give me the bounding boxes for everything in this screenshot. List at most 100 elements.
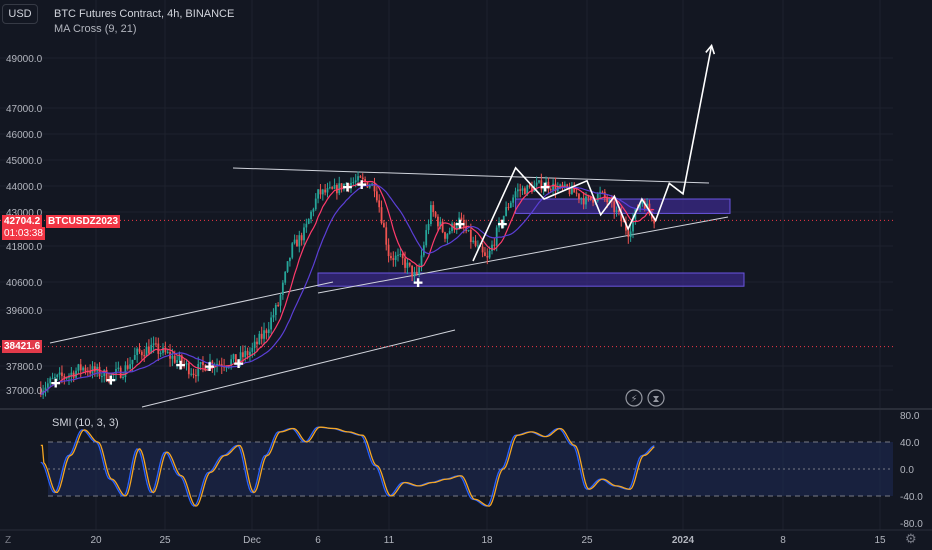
- candle-body: [307, 218, 310, 224]
- candle-body: [458, 217, 460, 227]
- hourglass-icon-glyph: ⧗: [652, 394, 659, 405]
- candle-body: [498, 221, 500, 228]
- candle-body: [559, 184, 562, 188]
- candle-body: [514, 191, 517, 198]
- candle-body: [249, 351, 251, 356]
- candle-body: [484, 252, 486, 256]
- candle-body: [469, 229, 472, 242]
- ma-cross-marker: ✚: [497, 218, 507, 232]
- ma-fast-line: [40, 180, 655, 396]
- candle-body: [472, 240, 475, 242]
- candle-body: [641, 201, 644, 205]
- candle-body: [373, 183, 376, 192]
- time-tick-label: 20: [90, 535, 102, 546]
- candle-body: [392, 258, 395, 260]
- candle-body: [589, 197, 592, 200]
- support-zones: [317, 198, 745, 287]
- candle-body: [549, 189, 552, 191]
- candle-body: [244, 350, 247, 358]
- ma-cross-marker: ✚: [342, 180, 352, 194]
- candle-body: [321, 189, 324, 195]
- candle-body: [258, 333, 261, 345]
- trendlines: [49, 167, 729, 408]
- candle-body: [166, 352, 169, 354]
- chart-tool-icons[interactable]: ⚡ ⧗: [625, 389, 665, 407]
- candle-body: [77, 364, 80, 371]
- candle-body: [383, 223, 385, 228]
- lightning-icon[interactable]: [625, 389, 643, 407]
- time-axis[interactable]: 20 25 Dec 6 11 18 25 2024 8 15: [90, 535, 886, 546]
- candle-body: [253, 341, 256, 348]
- candle-body: [246, 350, 249, 356]
- candle-body: [606, 197, 609, 203]
- ma-cross-marker: ✚: [413, 276, 423, 290]
- moving-averages: [40, 180, 655, 396]
- price-tick-label: 44000.0: [6, 182, 43, 193]
- candle-body: [397, 254, 399, 256]
- candle-body: [328, 187, 331, 189]
- hourglass-icon[interactable]: [647, 389, 665, 407]
- candle-body: [357, 176, 359, 181]
- candle-body: [143, 355, 146, 357]
- smi-indicator-label[interactable]: SMI (10, 3, 3): [52, 417, 119, 429]
- time-tick-label: 11: [384, 535, 395, 546]
- smi-tick-label: 80.0: [900, 411, 920, 422]
- candle-body: [218, 363, 221, 365]
- time-tick-label: 18: [481, 535, 493, 546]
- candle-body: [336, 185, 338, 194]
- settings-gear-icon[interactable]: ⚙: [905, 531, 917, 546]
- pane-separator[interactable]: [0, 408, 932, 531]
- timezone-icon[interactable]: Z: [5, 535, 12, 546]
- candle-body: [368, 185, 371, 188]
- ma-cross-marker: ✚: [234, 357, 244, 371]
- candle-body: [209, 361, 211, 369]
- candle-body: [425, 230, 428, 246]
- currency-button[interactable]: USD: [2, 4, 38, 24]
- ma-cross-marker: ✚: [176, 358, 186, 372]
- candle-body: [338, 183, 341, 194]
- candle-body: [571, 185, 573, 195]
- candle-body: [117, 367, 120, 369]
- candle-body: [98, 366, 101, 377]
- candle-body: [232, 354, 235, 360]
- price-tick-label: 43000.0: [6, 208, 43, 219]
- candle-body: [639, 204, 641, 210]
- candle-body: [277, 304, 280, 306]
- candle-body: [49, 378, 52, 384]
- candle-body: [289, 257, 291, 262]
- time-tick-label: 25: [159, 535, 171, 546]
- candle-body: [340, 183, 343, 190]
- candle-body: [270, 317, 272, 330]
- candle-body: [390, 256, 392, 259]
- smi-pane: [40, 426, 893, 507]
- candle-body: [477, 245, 479, 247]
- ma-cross-indicator-label[interactable]: MA Cross (9, 21): [54, 23, 137, 35]
- price-tick-label: 40600.0: [6, 278, 43, 289]
- price-tick-label: 45000.0: [6, 156, 43, 167]
- candle-body: [603, 191, 606, 198]
- candle-body: [61, 372, 63, 377]
- candle-body: [427, 223, 430, 231]
- candle-body: [46, 383, 49, 388]
- smi-tick-label: -80.0: [900, 519, 923, 530]
- candle-body: [190, 373, 193, 375]
- candle-body: [481, 246, 484, 253]
- projection-arrowhead: [705, 43, 716, 55]
- candle-body: [545, 181, 547, 187]
- candle-body: [505, 207, 507, 216]
- price-axis[interactable]: 49000.0 47000.0 46000.0 45000.0 44000.0 43000…: [6, 54, 923, 530]
- candle-body: [300, 235, 303, 241]
- candle-body: [561, 184, 564, 188]
- candle-body: [441, 221, 444, 233]
- candle-body: [453, 223, 456, 230]
- time-tick-label: 6: [315, 535, 321, 546]
- candle-body: [629, 231, 632, 237]
- candle-body: [263, 330, 265, 339]
- candle-body: [239, 352, 242, 361]
- candle-body: [136, 348, 139, 355]
- candle-body: [448, 231, 451, 234]
- candle-body: [284, 271, 287, 283]
- candle-body: [145, 346, 148, 357]
- trendline-4: [317, 216, 729, 294]
